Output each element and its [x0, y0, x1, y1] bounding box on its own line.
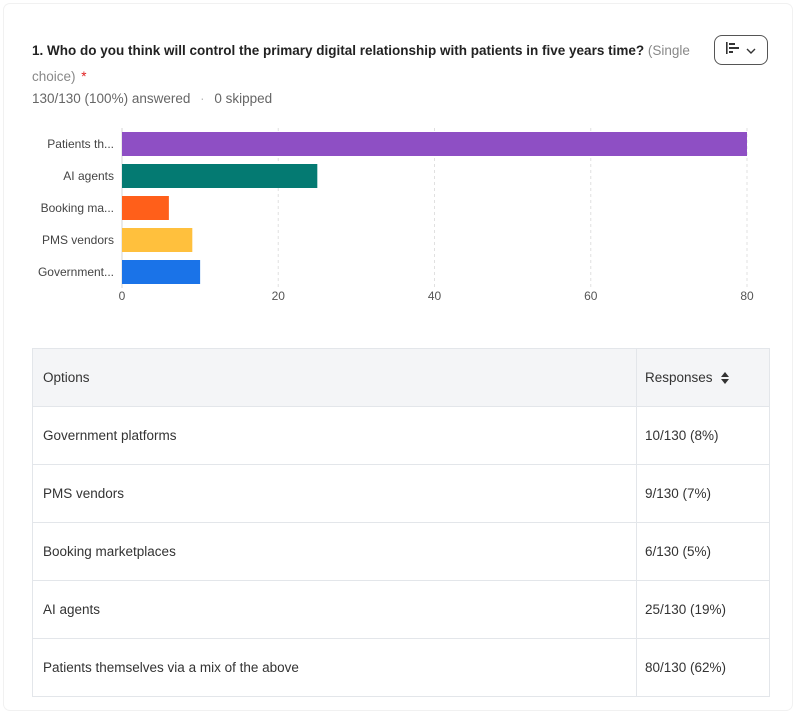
bar[interactable]	[122, 196, 169, 220]
table-row: AI agents 25/130 (19%)	[33, 581, 769, 639]
chart-type-dropdown[interactable]	[714, 35, 768, 65]
answered-count: 130/130 (100%) answered	[32, 91, 191, 106]
response-cell: 25/130 (19%)	[645, 602, 727, 617]
table-row: Patients themselves via a mix of the abo…	[33, 639, 769, 696]
table-row: Booking marketplaces 6/130 (5%)	[33, 523, 769, 581]
table-row: Government platforms 10/130 (8%)	[33, 407, 769, 465]
sort-icon[interactable]	[720, 371, 729, 384]
required-marker: *	[81, 69, 87, 84]
table-row: PMS vendors 9/130 (7%)	[33, 465, 769, 523]
option-cell: Patients themselves via a mix of the abo…	[33, 639, 637, 696]
option-cell: Government platforms	[33, 407, 637, 464]
y-category-label: AI agents	[63, 169, 114, 183]
chevron-down-icon	[746, 41, 756, 59]
y-category-label: PMS vendors	[42, 233, 114, 247]
bar[interactable]	[122, 132, 747, 156]
response-cell: 80/130 (62%)	[645, 660, 727, 675]
bar[interactable]	[122, 164, 318, 188]
y-category-label: Government...	[38, 265, 114, 279]
bar[interactable]	[122, 228, 193, 252]
responses-header[interactable]: Responses	[637, 349, 769, 406]
question-text: 1. Who do you think will control the pri…	[32, 43, 645, 58]
response-cell: 9/130 (7%)	[645, 486, 712, 501]
x-tick-label: 20	[272, 289, 286, 303]
y-category-label: Patients th...	[47, 137, 114, 151]
x-tick-label: 40	[428, 289, 442, 303]
skipped-count: 0 skipped	[214, 91, 273, 106]
response-summary: 130/130 (100%) answered · 0 skipped	[32, 91, 272, 106]
responses-table: Options Responses Government platforms 1…	[32, 348, 770, 697]
option-cell: PMS vendors	[33, 465, 637, 522]
options-header: Options	[33, 349, 637, 406]
separator-dot: ·	[200, 91, 205, 106]
table-header: Options Responses	[33, 349, 769, 407]
x-tick-label: 0	[119, 289, 126, 303]
response-cell: 10/130 (8%)	[645, 428, 719, 443]
bar-chart-horizontal-icon	[726, 41, 740, 59]
option-cell: AI agents	[33, 581, 637, 638]
question-title: 1. Who do you think will control the pri…	[32, 38, 692, 90]
responses-header-label: Responses	[645, 370, 713, 385]
bar-chart-svg: 0 20 40 60 80 Patients th... AI agents Booking …	[38, 128, 754, 303]
x-tick-label: 60	[584, 289, 598, 303]
y-category-label: Booking ma...	[41, 201, 114, 215]
response-cell: 6/130 (5%)	[645, 544, 712, 559]
bar[interactable]	[122, 260, 201, 284]
x-tick-label: 80	[740, 289, 754, 303]
bar-chart: 0 20 40 60 80 Patients th... AI agents Booking …	[0, 120, 797, 320]
option-cell: Booking marketplaces	[33, 523, 637, 580]
question-type-label: (Single choice)	[32, 43, 690, 84]
